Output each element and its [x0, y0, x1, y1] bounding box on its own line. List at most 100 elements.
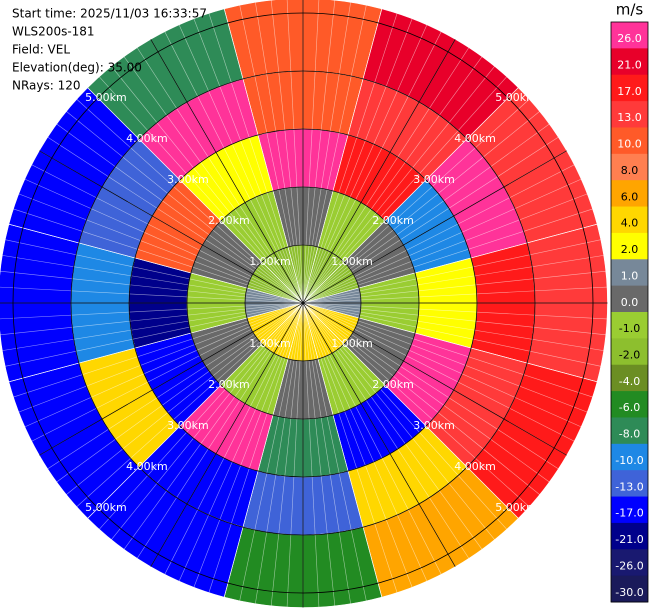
colorbar-swatch: [611, 338, 648, 366]
ray-separator: [302, 302, 413, 588]
ray-separator: [302, 193, 588, 304]
range-ring-label: 2.00km: [208, 378, 250, 391]
colorbar-label: -2.0: [619, 349, 640, 362]
range-ring-label: 1.00km: [249, 337, 291, 350]
colorbar-label: -26.0: [615, 559, 643, 572]
ray-separator: [8, 302, 304, 383]
colorbar-swatch: [611, 312, 648, 339]
colorbar-label: 6.0: [621, 190, 639, 203]
ray-separator: [111, 66, 304, 304]
ray-separator: [76, 99, 304, 304]
range-ring-label: 1.00km: [331, 255, 373, 268]
ray-separator: [302, 302, 593, 398]
colorbar-swatch: [611, 206, 648, 234]
colorbar-label: 0.0: [621, 296, 639, 309]
ray-separator: [302, 18, 413, 304]
ray-separator: [47, 302, 304, 470]
info-line: Field: VEL: [12, 43, 70, 57]
ray-separator: [123, 56, 304, 304]
info-line: WLS200s-181: [12, 25, 95, 39]
ray-separator: [302, 123, 550, 304]
info-line: Elevation(deg): 35.00: [12, 61, 142, 75]
ray-separator: [302, 47, 470, 304]
ray-separator: [178, 302, 304, 582]
range-ring-label: 5.00km: [495, 501, 537, 514]
range-ring-label: 1.00km: [249, 255, 291, 268]
colorbar-swatch: [611, 522, 648, 550]
colorbar-label: -21.0: [615, 533, 643, 546]
ray-separator: [286, 302, 304, 608]
ray-separator: [302, 2, 351, 304]
ray-separator: [99, 302, 304, 530]
ray-separator: [302, 302, 442, 575]
ray-separator: [136, 47, 304, 304]
spoke: [302, 302, 567, 456]
colorbar-swatch: [611, 48, 648, 76]
ray-separator: [302, 302, 336, 606]
colorbar-label: 10.0: [617, 138, 642, 151]
ray-separator: [18, 193, 304, 304]
ray-separator: [0, 302, 304, 336]
spoke: [302, 302, 456, 567]
colorbar-swatch: [611, 153, 648, 181]
ray-separator: [31, 164, 304, 304]
colorbar-label: -30.0: [615, 586, 643, 599]
colorbar-swatch: [611, 496, 648, 524]
ray-separator: [302, 208, 593, 304]
spoke: [39, 302, 304, 456]
ray-separator: [302, 255, 604, 304]
ray-separator: [164, 302, 304, 575]
ray-separator: [193, 18, 304, 304]
ray-separator: [302, 178, 582, 304]
ray-separator: [0, 286, 304, 304]
spoke: [302, 150, 567, 304]
ray-separator: [66, 111, 304, 304]
ray-separator: [302, 302, 519, 519]
range-ring-label: 4.00km: [454, 132, 496, 145]
range-ring-label: 4.00km: [126, 132, 168, 145]
spoke: [150, 39, 304, 304]
ray-separator: [24, 302, 304, 428]
ray-separator: [302, 302, 588, 413]
ray-separator: [255, 302, 304, 604]
ray-separator: [239, 302, 304, 601]
colorbar: m/s 26.0 21.0 17.0 13.0 10.0 8.0 6.0 4.0 2.0 1.0 0.…: [610, 1, 649, 603]
ray-separator: [178, 24, 304, 304]
ray-separator: [56, 123, 304, 304]
range-ring-label: 2.00km: [372, 378, 414, 391]
colorbar-label: -17.0: [615, 507, 643, 520]
colorbar-swatch: [611, 391, 648, 418]
ray-separator: [302, 0, 336, 304]
ray-separator: [302, 302, 598, 383]
colorbar-title: m/s: [616, 1, 644, 19]
spoke: [302, 39, 456, 304]
ray-separator: [87, 87, 304, 304]
colorbar-swatch: [611, 364, 648, 392]
ray-separator: [2, 255, 304, 304]
range-ring-label: 3.00km: [413, 173, 455, 186]
ray-separator: [302, 302, 428, 582]
ray-separator: [302, 302, 582, 428]
ray-separator: [136, 302, 304, 559]
ray-separator: [302, 302, 601, 367]
colorbar-label: 13.0: [617, 111, 642, 124]
colorbar-swatch: [611, 22, 648, 49]
ray-separator: [0, 270, 304, 304]
ray-separator: [13, 302, 304, 398]
range-ring-label: 3.00km: [167, 419, 209, 432]
colorbar-swatch: [611, 285, 648, 313]
ray-separator: [24, 178, 304, 304]
spoke: [150, 302, 304, 567]
ray-separator: [13, 208, 304, 304]
colorbar-label: -13.0: [615, 480, 643, 493]
colorbar-label: 2.0: [621, 243, 639, 256]
range-ring-label: 4.00km: [126, 460, 168, 473]
ray-separator: [302, 302, 575, 442]
ray-separator: [111, 302, 304, 540]
colorbar-swatch: [611, 101, 648, 128]
range-ring: [128, 128, 478, 478]
ray-separator: [302, 31, 442, 304]
range-ring-label: 3.00km: [167, 173, 209, 186]
ray-separator: [302, 302, 540, 495]
